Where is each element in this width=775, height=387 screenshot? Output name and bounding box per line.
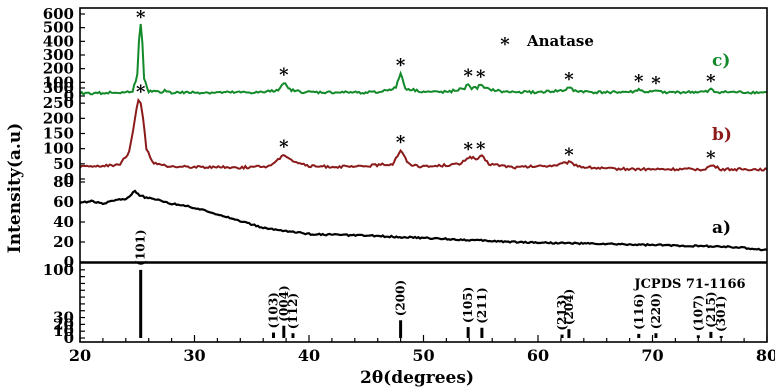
ref-hkl-label-4: (200) [394, 280, 408, 316]
panel-c-ytick-label-400: 400 [43, 32, 74, 50]
panel-c-ytick-label-100: 100 [43, 73, 74, 91]
ref-ytick-label-0: 0 [64, 329, 74, 347]
x-axis: 20 30 40 50 60 70 80 [69, 335, 775, 365]
legend: * Anatase [500, 32, 594, 55]
series-line-b [79, 97, 768, 172]
ref-ytick-label-10: 10 [53, 322, 74, 340]
panel-b-ytick-label-50: 50 [53, 155, 74, 173]
peak-marker-c-2: * [396, 55, 406, 76]
ref-ytick-label-100: 100 [43, 261, 74, 279]
peak-marker-c-5: * [564, 69, 574, 90]
panel-c-ytick-label-200: 200 [43, 60, 74, 78]
panel-b-ytick-label-0: 0 [64, 170, 74, 188]
panel-a-ytick-label-40: 40 [53, 213, 74, 231]
ref-ytick-label-20: 20 [53, 315, 74, 333]
ref-hkl-label-5: (105) [461, 287, 475, 323]
xtick-label-60: 60 [527, 346, 549, 365]
peak-marker-b-4: * [476, 138, 486, 159]
panel-c-ytick-label-0: 0 [64, 87, 74, 105]
peak-marker-c-8: * [706, 71, 716, 92]
x-axis-title: 2θ(degrees) [360, 368, 474, 387]
xtick-label-80: 80 [756, 346, 775, 365]
peak-marker-c-3: * [463, 66, 473, 87]
ref-ytick-label-30: 30 [53, 309, 74, 327]
ref-hkl-label-10: (220) [649, 293, 663, 329]
ref-hkl-label-13: (301) [714, 296, 728, 332]
ref-hkl-label-8: (204) [562, 289, 576, 325]
series-line-c [79, 23, 768, 96]
reference-label: JCPDS 71-1166 [633, 277, 745, 292]
xtick-label-40: 40 [298, 346, 320, 365]
peak-marker-b-1: * [279, 137, 289, 158]
xtick-label-70: 70 [641, 346, 663, 365]
ref-hkl-label-3: (112) [286, 293, 300, 329]
ref-hkl-label-0: (101) [134, 229, 148, 265]
xtick-label-30: 30 [183, 346, 205, 365]
xtick-label-20: 20 [69, 346, 91, 365]
panel-a: 0 20 40 60 80 a) [53, 173, 768, 271]
xtick-label-50: 50 [412, 346, 434, 365]
ref-hkl-label-7: (213) [555, 294, 569, 330]
ref-hkl-label-9: (116) [632, 294, 646, 330]
peak-marker-b-6: * [706, 147, 716, 168]
panel-a-ytick-label-0: 0 [64, 253, 74, 271]
legend-label: Anatase [526, 32, 594, 50]
panel-b-ytick-label-150: 150 [43, 125, 74, 143]
series-label-b: b) [712, 125, 732, 145]
series-label-a: a) [712, 218, 731, 238]
ref-hkl-label-11: (107) [691, 295, 705, 331]
y-axis-title: Intensity(a.u) [5, 123, 25, 253]
ref-hkl-label-6: (211) [475, 287, 489, 323]
peak-marker-b-0: * [136, 82, 146, 103]
panel-c-ytick-label-600: 600 [43, 5, 74, 23]
ref-hkl-label-12: (215) [704, 291, 718, 327]
peak-marker-c-4: * [476, 66, 486, 87]
peak-marker-c-7: * [651, 73, 661, 94]
ref-hkl-label-1: (103) [267, 292, 281, 328]
series-label-c: c) [712, 51, 730, 71]
panel-c-ytick-label-500: 500 [43, 19, 74, 37]
peak-marker-b-2: * [396, 132, 406, 153]
peak-marker-c-0: * [136, 7, 146, 28]
panel-b-ytick-label-200: 200 [43, 109, 74, 127]
panel-a-ytick-label-20: 20 [53, 233, 74, 251]
peak-marker-c-6: * [634, 71, 644, 92]
panel-b-ytick-label-250: 250 [43, 94, 74, 112]
panel-a-ytick-label-60: 60 [53, 193, 74, 211]
panel-c-ytick-label-300: 300 [43, 46, 74, 64]
peak-marker-b-3: * [463, 139, 473, 160]
legend-marker: * [500, 34, 510, 55]
panel-b-ytick-label-300: 300 [43, 79, 74, 97]
peak-marker-c-1: * [279, 64, 289, 85]
panel-a-ytick-label-80: 80 [53, 173, 74, 191]
series-line-a [79, 189, 768, 252]
ref-hkl-label-2: (004) [277, 285, 291, 321]
peak-marker-b-5: * [564, 144, 574, 165]
panel-b-ytick-label-100: 100 [43, 140, 74, 158]
